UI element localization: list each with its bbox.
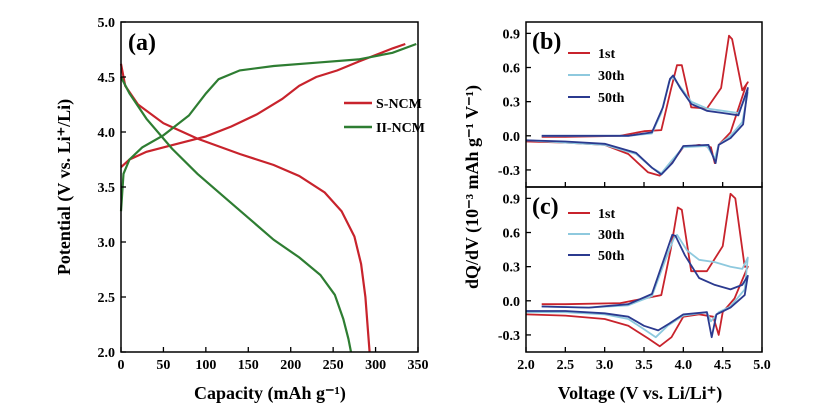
y-tick-label: 0.9	[503, 27, 521, 42]
panel-c-x-axis-label: Voltage (V vs. Li/Li⁺)	[558, 383, 723, 404]
legend-text-s-ncm: S-NCM	[376, 97, 422, 112]
curve-30th	[526, 233, 749, 339]
curve-s-ncm-discharge	[119, 63, 371, 353]
panel-a-label: (a)	[128, 30, 156, 56]
panel-c: -0.3 0.0 0.3 0.6 0.9 2.0 2.5 3.0 3.5 4.0 4.5 5.0 (c…	[462, 85, 771, 404]
x-tick-label: 150	[238, 358, 259, 373]
curve-s-ncm-charge	[120, 42, 406, 169]
panel-a: 0 50 100 150 200 250 300 350 2.0 2.5 3.0 3.5 4.0 4.5 5…	[54, 16, 429, 404]
panel-a-legend: S-NCM II-NCM	[344, 97, 425, 136]
x-tick-label: 2.5	[557, 358, 575, 373]
legend-text-50th: 50th	[598, 91, 625, 106]
panel-c-legend: 1st 30th 50th	[568, 207, 625, 264]
y-tick-label: 3.5	[98, 181, 116, 196]
panel-a-ticks: 0 50 100 150 200 250 300 350 2.0 2.5 3.0 3.5 4.0 4.5 5…	[98, 16, 429, 373]
legend-text-1st: 1st	[598, 207, 615, 222]
x-tick-label: 50	[156, 358, 170, 373]
y-tick-label: 0.9	[503, 192, 521, 207]
panel-a-x-axis-label: Capacity (mAh g⁻¹)	[194, 383, 346, 404]
y-tick-label: 4.5	[98, 71, 116, 86]
x-tick-label: 200	[280, 358, 301, 373]
y-tick-label: 4.0	[98, 126, 116, 141]
legend-text-ii-ncm: II-NCM	[376, 121, 425, 136]
panel-b-plot-lines	[525, 34, 749, 177]
y-tick-label: 0.0	[503, 295, 521, 310]
y-tick-label: 0.3	[503, 261, 521, 276]
panel-c-plot-lines	[525, 192, 749, 348]
panel-bc-y-axis-label: dQ/dV (10⁻³ mAh g⁻¹ V⁻¹)	[462, 85, 483, 289]
y-tick-label: -0.3	[498, 329, 520, 344]
x-tick-label: 4.0	[675, 358, 693, 373]
x-tick-label: 0	[118, 358, 125, 373]
y-tick-label: 3.0	[98, 236, 116, 251]
panel-a-frame	[120, 21, 419, 353]
panel-b-legend: 1st 30th 50th	[568, 47, 625, 106]
y-tick-label: 0.3	[503, 96, 521, 111]
y-tick-label: 2.0	[98, 346, 116, 361]
x-tick-label: 300	[365, 358, 386, 373]
x-tick-label: 5.0	[753, 358, 771, 373]
panel-a-plot-lines	[119, 42, 417, 353]
y-tick-label: -0.3	[498, 164, 520, 179]
x-tick-label: 250	[323, 358, 344, 373]
panel-a-y-axis-label: Potential (V vs. Li⁺/Li)	[54, 99, 75, 275]
y-tick-label: 5.0	[98, 16, 116, 31]
y-tick-label: 0.6	[503, 62, 521, 77]
legend-text-50th: 50th	[598, 249, 625, 264]
curve-ii-ncm-charge	[119, 42, 417, 212]
y-tick-label: 2.5	[98, 291, 116, 306]
panel-c-frame	[525, 186, 763, 353]
curve-50th	[526, 233, 749, 339]
curve-50th	[525, 74, 749, 176]
panel-c-label: (c)	[532, 194, 559, 220]
x-tick-label: 2.0	[517, 358, 535, 373]
legend-text-30th: 30th	[598, 69, 625, 84]
panel-b-label: (b)	[532, 29, 561, 55]
x-tick-label: 3.5	[635, 358, 653, 373]
legend-text-30th: 30th	[598, 228, 625, 243]
panel-b-ticks: -0.3 0.0 0.3 0.6 0.9	[498, 27, 763, 187]
y-tick-label: 0.0	[503, 130, 521, 145]
x-tick-label: 100	[195, 358, 216, 373]
x-tick-label: 4.5	[714, 358, 732, 373]
x-tick-label: 350	[408, 358, 429, 373]
curve-ii-ncm-discharge	[120, 76, 353, 353]
y-tick-label: 0.6	[503, 227, 521, 242]
legend-text-1st: 1st	[598, 47, 615, 62]
panel-c-ticks: -0.3 0.0 0.3 0.6 0.9 2.0 2.5 3.0 3.5 4.0 4.5 5.0	[498, 192, 771, 373]
curve-1st	[525, 34, 749, 177]
panel-b: -0.3 0.0 0.3 0.6 0.9 (b) 1st 30th 50th	[498, 21, 763, 188]
x-tick-label: 3.0	[596, 358, 614, 373]
